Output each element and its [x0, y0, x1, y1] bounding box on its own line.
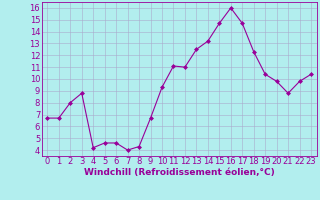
X-axis label: Windchill (Refroidissement éolien,°C): Windchill (Refroidissement éolien,°C) — [84, 168, 275, 177]
